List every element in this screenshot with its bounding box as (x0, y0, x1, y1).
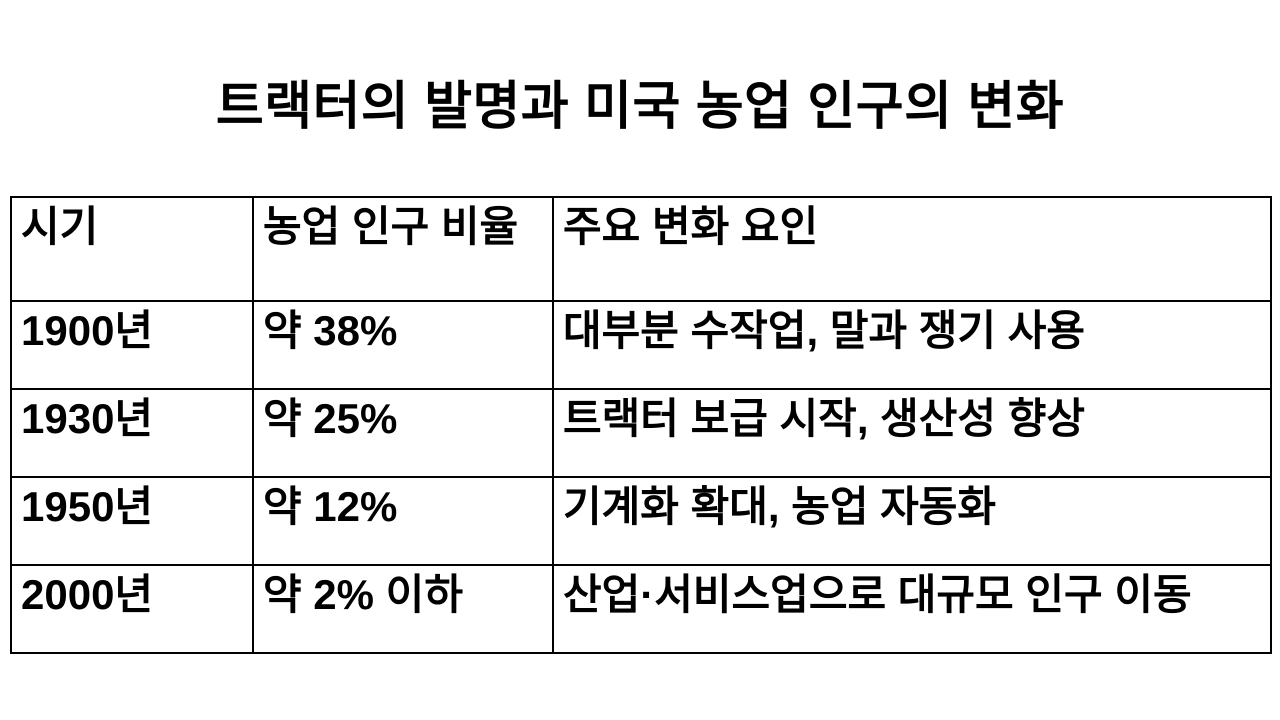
table-row-1950: 1950년 약 12% 기계화 확대, 농업 자동화 (10, 476, 1272, 566)
cell-ratio: 약 12% (252, 476, 554, 566)
cell-factor: 기계화 확대, 농업 자동화 (552, 476, 1272, 566)
cell-factor: 산업·서비스업으로 대규모 인구 이동 (552, 564, 1272, 654)
cell-year: 1930년 (10, 388, 254, 478)
cell-ratio: 약 25% (252, 388, 554, 478)
cell-factor: 대부분 수작업, 말과 쟁기 사용 (552, 300, 1272, 390)
header-cell-factors: 주요 변화 요인 (552, 196, 1272, 302)
header-cell-period: 시기 (10, 196, 254, 302)
table-row-2000: 2000년 약 2% 이하 산업·서비스업으로 대규모 인구 이동 (10, 564, 1272, 654)
cell-year: 2000년 (10, 564, 254, 654)
cell-year: 1900년 (10, 300, 254, 390)
header-cell-ratio: 농업 인구 비율 (252, 196, 554, 302)
table-row-1930: 1930년 약 25% 트랙터 보급 시작, 생산성 향상 (10, 388, 1272, 478)
table-row-1900: 1900년 약 38% 대부분 수작업, 말과 쟁기 사용 (10, 300, 1272, 390)
table-header-row: 시기 농업 인구 비율 주요 변화 요인 (10, 196, 1272, 302)
slide-title: 트랙터의 발명과 미국 농업 인구의 변화 (215, 78, 1065, 136)
cell-ratio: 약 2% 이하 (252, 564, 554, 654)
cell-ratio: 약 38% (252, 300, 554, 390)
population-table: 시기 농업 인구 비율 주요 변화 요인 1900년 약 38% 대부분 수작업… (10, 196, 1272, 654)
cell-year: 1950년 (10, 476, 254, 566)
cell-factor: 트랙터 보급 시작, 생산성 향상 (552, 388, 1272, 478)
